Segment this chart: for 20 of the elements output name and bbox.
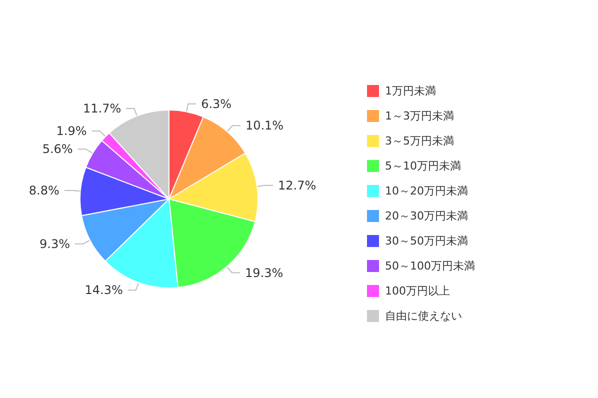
legend-label: 1～3万円未満 — [385, 110, 454, 122]
data-label: 10.1% — [245, 118, 284, 133]
legend-label: 3～5万円未満 — [385, 134, 454, 148]
legend-label: 50～100万円未満 — [385, 260, 475, 272]
data-label: 11.7% — [83, 101, 122, 116]
data-label: 12.7% — [278, 178, 316, 192]
legend-label: 100万円以上 — [385, 284, 450, 298]
data-label: 14.3% — [84, 283, 123, 298]
legend-label: 1万円未満 — [385, 84, 436, 98]
data-label: 8.8% — [28, 183, 60, 198]
data-label: 5.6% — [42, 142, 73, 156]
data-label: 19.3% — [244, 266, 284, 280]
legend-label: 10～20万円未満 — [385, 184, 468, 198]
legend-label: 自由に使えない — [385, 310, 462, 322]
legend-label: 5～10万円未満 — [385, 160, 461, 172]
data-label: 9.3% — [39, 236, 70, 251]
data-label: 6.3% — [201, 96, 232, 111]
legend-label: 30～50万円未満 — [385, 234, 468, 248]
legend-label: 20～30万円未満 — [385, 210, 468, 222]
data-label: 1.9% — [56, 124, 87, 138]
